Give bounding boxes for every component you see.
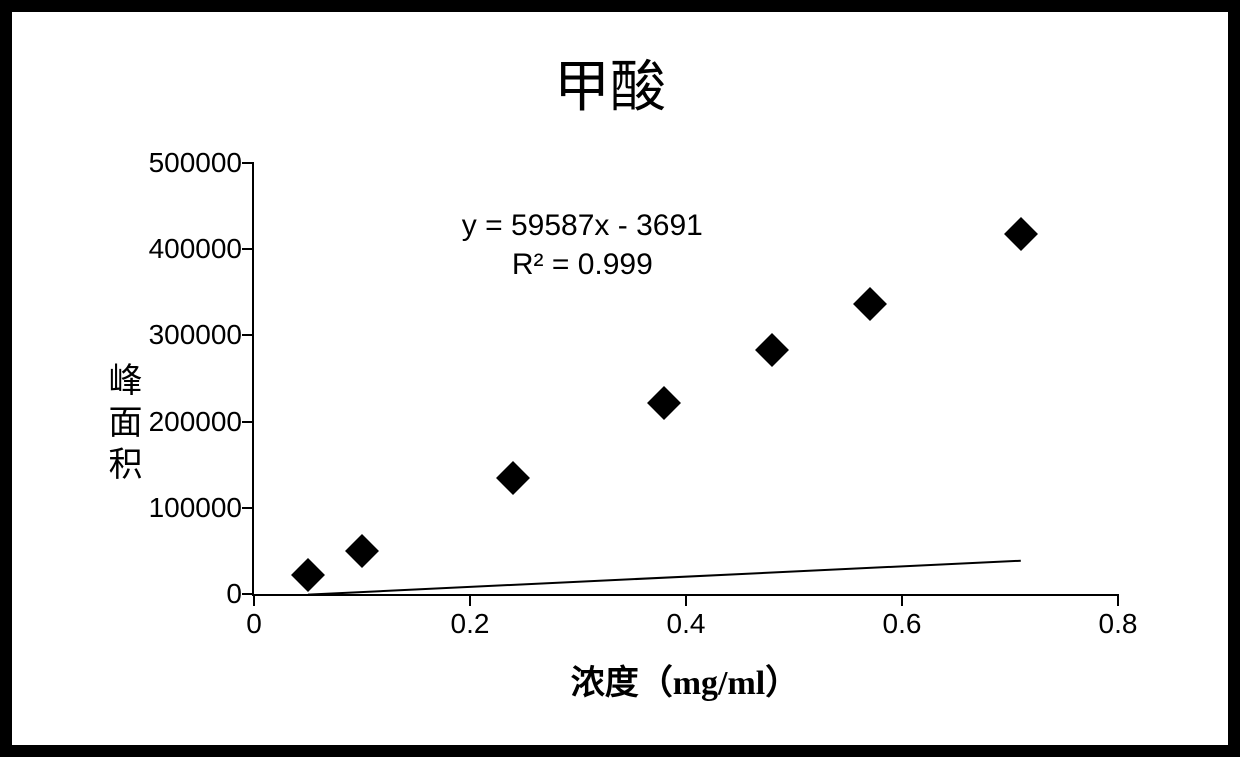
- regression-equation: y = 59587x - 3691 R² = 0.999: [462, 206, 703, 284]
- y-tick-mark: [242, 334, 254, 336]
- y-tick-label: 200000: [149, 406, 254, 438]
- equation-r2: R² = 0.999: [462, 245, 703, 284]
- y-tick-label: 300000: [149, 319, 254, 351]
- y-tick-mark: [242, 248, 254, 250]
- y-tick-label: 100000: [149, 492, 254, 524]
- y-tick-label: 500000: [149, 147, 254, 179]
- x-tick-mark: [469, 594, 471, 606]
- chart-title: 甲酸: [72, 42, 1148, 123]
- plot-area: y = 59587x - 3691 R² = 0.999 01000002000…: [252, 163, 1118, 596]
- y-tick-mark: [242, 507, 254, 509]
- chart-wrapper: 峰面积 y = 59587x - 3691 R² = 0.999 0100000…: [72, 133, 1148, 716]
- y-tick-mark: [242, 421, 254, 423]
- x-tick-mark: [685, 594, 687, 606]
- x-tick-mark: [901, 594, 903, 606]
- y-tick-mark: [242, 162, 254, 164]
- chart-frame: 甲酸 峰面积 y = 59587x - 3691 R² = 0.999 0100…: [0, 0, 1240, 757]
- x-tick-mark: [253, 594, 255, 606]
- x-axis-label: 浓度（mg/ml）: [252, 655, 1118, 704]
- y-tick-label: 400000: [149, 233, 254, 265]
- x-tick-mark: [1117, 594, 1119, 606]
- equation-formula: y = 59587x - 3691: [462, 206, 703, 245]
- y-axis-label: 峰面积: [97, 362, 146, 488]
